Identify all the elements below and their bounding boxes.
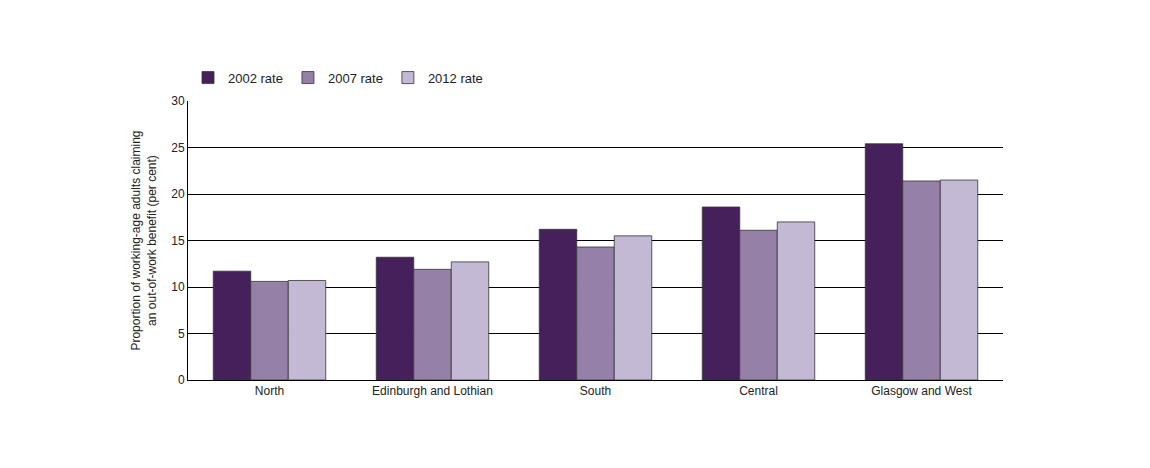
svg-text:15: 15 xyxy=(171,234,185,248)
svg-text:2002 rate: 2002 rate xyxy=(228,71,283,86)
svg-text:South: South xyxy=(580,384,611,398)
svg-text:5: 5 xyxy=(178,327,185,341)
svg-text:2007 rate: 2007 rate xyxy=(328,71,383,86)
svg-text:Glasgow and West: Glasgow and West xyxy=(871,384,972,398)
svg-text:Proportion of working-age adul: Proportion of working-age adults claimin… xyxy=(129,130,159,350)
svg-text:2012 rate: 2012 rate xyxy=(428,71,483,86)
svg-text:Central: Central xyxy=(739,384,778,398)
svg-text:0: 0 xyxy=(178,373,185,387)
svg-text:North: North xyxy=(255,384,284,398)
svg-text:20: 20 xyxy=(171,187,185,201)
svg-text:10: 10 xyxy=(171,280,185,294)
svg-text:25: 25 xyxy=(171,141,185,155)
svg-text:Edinburgh and Lothian: Edinburgh and Lothian xyxy=(372,384,493,398)
svg-text:30: 30 xyxy=(171,94,185,108)
